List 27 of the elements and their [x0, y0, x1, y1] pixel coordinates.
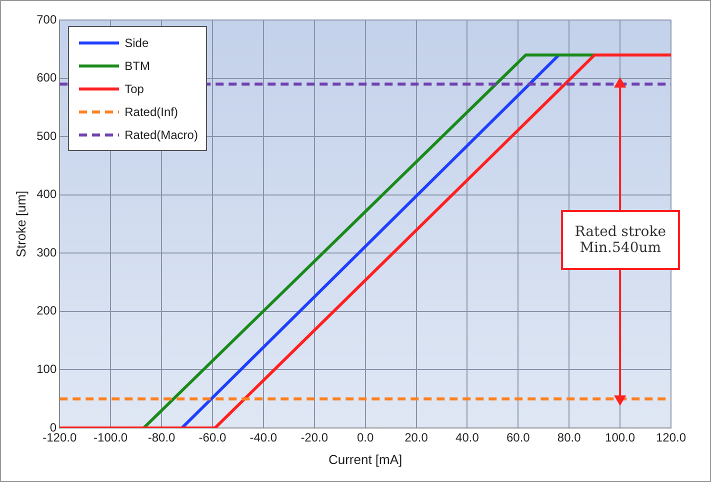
legend-label: Top [124, 82, 144, 96]
x-tick-label: 40.0 [456, 430, 480, 445]
y-axis-title: Stroke [um] [13, 190, 28, 258]
x-tick-label: 0.0 [356, 430, 374, 445]
legend-label: Rated(Inf) [124, 104, 178, 118]
x-tick-label: 20.0 [404, 430, 428, 445]
legend-label: Rated(Macro) [124, 128, 198, 142]
annotation: Rated stroke Min.540um [560, 210, 680, 270]
x-tick-label: 100.0 [605, 430, 636, 445]
y-tick-label: 100 [36, 362, 57, 376]
y-tick-label: 200 [36, 304, 57, 318]
x-tick-label: 60.0 [506, 430, 530, 445]
x-axis-title: Current [mA] [328, 452, 402, 467]
x-tick-label: 120.0 [656, 430, 686, 445]
legend-label: Side [124, 36, 149, 50]
legend-label: BTM [124, 58, 150, 72]
y-tick-label: 300 [36, 245, 57, 260]
x-tick-label: 80.0 [557, 430, 582, 445]
y-tick-label: 400 [36, 187, 57, 202]
y-tick-label: 700 [36, 12, 57, 26]
x-tick-label: -60.0 [198, 430, 226, 445]
x-tick-label: -100.0 [94, 430, 128, 445]
y-tick-label: 600 [36, 70, 57, 85]
x-tick-label: -40.0 [250, 430, 278, 445]
x-tick-label: -80.0 [148, 430, 176, 445]
y-tick-label: 500 [36, 128, 57, 143]
x-tick-label: -20.0 [300, 430, 328, 445]
